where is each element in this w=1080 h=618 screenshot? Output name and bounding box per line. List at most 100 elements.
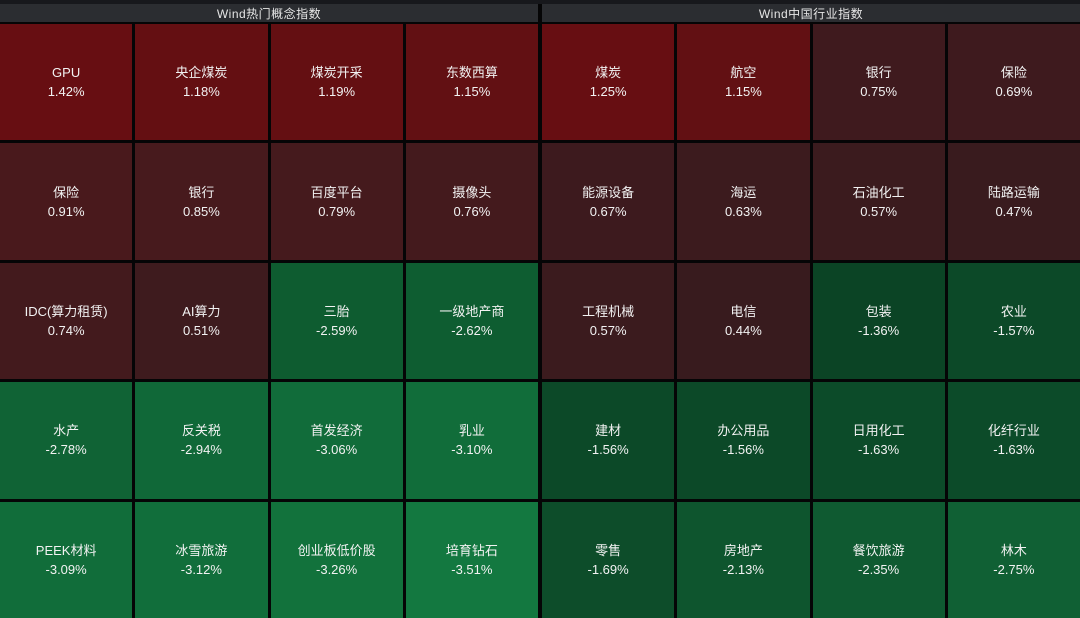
heatmap-cell[interactable]: 百度平台 0.79% xyxy=(270,143,403,260)
index-name: 首发经济 xyxy=(310,423,363,439)
heatmap-cell[interactable]: 保险 0.91% xyxy=(0,143,133,260)
heatmap-cell[interactable]: 央企煤炭 1.18% xyxy=(135,24,268,141)
heatmap-cell[interactable]: 摄像头 0.76% xyxy=(405,143,538,260)
index-name: 零售 xyxy=(595,542,622,558)
heatmap-cell[interactable]: 水产 -2.78% xyxy=(0,382,133,499)
index-change: -1.63% xyxy=(993,442,1035,458)
index-change: 1.19% xyxy=(318,84,356,100)
index-change: -1.56% xyxy=(587,442,629,458)
heatmap-cell[interactable]: 银行 0.85% xyxy=(135,143,268,260)
index-change: -3.09% xyxy=(45,561,87,577)
heatmap-cell[interactable]: 日用化工 -1.63% xyxy=(812,382,945,499)
heatmap-cell[interactable]: 石油化工 0.57% xyxy=(812,143,945,260)
heatmap-cell[interactable]: PEEK材料 -3.09% xyxy=(0,501,133,618)
section-grid-hot-concept: GPU 1.42% 央企煤炭 1.18% 煤炭开采 1.19% 东数西算 1.15% 保险 0.9… xyxy=(0,24,538,618)
heatmap-cell[interactable]: 包装 -1.36% xyxy=(812,262,945,380)
heatmap-cell[interactable]: 银行 0.75% xyxy=(812,24,945,141)
index-change: -2.59% xyxy=(316,322,358,338)
index-change: -2.13% xyxy=(722,561,764,577)
index-change: -3.12% xyxy=(180,561,222,577)
index-name: 能源设备 xyxy=(582,184,635,200)
heatmap-cell[interactable]: 反关税 -2.94% xyxy=(135,382,268,499)
index-name: 银行 xyxy=(188,184,215,200)
heatmap-cell[interactable]: 建材 -1.56% xyxy=(542,382,675,499)
index-name: 保险 xyxy=(53,184,80,200)
index-change: 0.63% xyxy=(724,203,762,219)
heatmap-cell[interactable]: 培育钻石 -3.51% xyxy=(405,501,538,618)
index-name: 培育钻石 xyxy=(445,542,498,558)
index-name: 林木 xyxy=(1000,542,1027,558)
index-change: -2.94% xyxy=(180,442,222,458)
heatmap-cell[interactable]: AI算力 0.51% xyxy=(135,262,268,380)
index-change: -3.26% xyxy=(316,561,358,577)
heatmap-cell[interactable]: 保险 0.69% xyxy=(947,24,1080,141)
index-name: IDC(算力租赁) xyxy=(24,303,108,319)
heatmap-cell[interactable]: 一级地产商 -2.62% xyxy=(405,262,538,380)
index-change: -1.56% xyxy=(722,442,764,458)
index-change: 0.51% xyxy=(182,322,220,338)
index-name: 办公用品 xyxy=(717,423,770,439)
index-name: 陆路运输 xyxy=(987,184,1040,200)
heatmap-cell[interactable]: 首发经济 -3.06% xyxy=(270,382,403,499)
heatmap-cell[interactable]: GPU 1.42% xyxy=(0,24,133,141)
heatmap-cell[interactable]: 电信 0.44% xyxy=(677,262,810,380)
index-name: 石油化工 xyxy=(852,184,905,200)
index-change: 1.15% xyxy=(724,84,762,100)
heatmap: GPU 1.42% 央企煤炭 1.18% 煤炭开采 1.19% 东数西算 1.15% 保险 0.9… xyxy=(0,24,1080,618)
heatmap-cell[interactable]: 乳业 -3.10% xyxy=(405,382,538,499)
index-change: 0.47% xyxy=(995,203,1033,219)
heatmap-cell[interactable]: 零售 -1.69% xyxy=(542,501,675,618)
index-name: 农业 xyxy=(1000,303,1027,319)
heatmap-cell[interactable]: 陆路运输 0.47% xyxy=(947,143,1080,260)
heatmap-cell[interactable]: 冰雪旅游 -3.12% xyxy=(135,501,268,618)
index-change: -2.35% xyxy=(858,561,900,577)
index-change: -1.69% xyxy=(587,561,629,577)
index-name: 餐饮旅游 xyxy=(852,542,905,558)
heatmap-cell[interactable]: 海运 0.63% xyxy=(677,143,810,260)
index-name: 工程机械 xyxy=(582,303,635,319)
heatmap-cell[interactable]: 三胎 -2.59% xyxy=(270,262,403,380)
section-title-hot-concept-indexes: Wind热门概念指数 xyxy=(0,4,538,22)
index-change: 0.75% xyxy=(860,84,898,100)
index-change: 0.76% xyxy=(453,203,491,219)
heatmap-cell[interactable]: 东数西算 1.15% xyxy=(405,24,538,141)
heatmap-cell[interactable]: 煤炭 1.25% xyxy=(542,24,675,141)
index-name: 创业板低价股 xyxy=(297,542,376,558)
index-change: -3.06% xyxy=(316,442,358,458)
heatmap-cell[interactable]: 工程机械 0.57% xyxy=(542,262,675,380)
index-change: 0.57% xyxy=(589,322,627,338)
index-name: 煤炭开采 xyxy=(310,65,363,81)
heatmap-cell[interactable]: 餐饮旅游 -2.35% xyxy=(812,501,945,618)
heatmap-cell[interactable]: 航空 1.15% xyxy=(677,24,810,141)
index-name: 建材 xyxy=(595,423,622,439)
heatmap-cell[interactable]: 煤炭开采 1.19% xyxy=(270,24,403,141)
index-name: 化纤行业 xyxy=(987,423,1040,439)
index-name: 电信 xyxy=(730,303,757,319)
index-name: 保险 xyxy=(1000,65,1027,81)
heatmap-cell[interactable]: IDC(算力租赁) 0.74% xyxy=(0,262,133,380)
index-change: -1.63% xyxy=(858,442,900,458)
index-name: 冰雪旅游 xyxy=(175,542,228,558)
index-change: 0.79% xyxy=(318,203,356,219)
index-change: 1.25% xyxy=(589,84,627,100)
heatmap-cell[interactable]: 房地产 -2.13% xyxy=(677,501,810,618)
index-name: 东数西算 xyxy=(445,65,498,81)
index-change: 0.69% xyxy=(995,84,1033,100)
heatmap-cell[interactable]: 能源设备 0.67% xyxy=(542,143,675,260)
index-change: -2.78% xyxy=(45,442,87,458)
index-name: 包装 xyxy=(865,303,892,319)
section-grid-china-industry: 煤炭 1.25% 航空 1.15% 银行 0.75% 保险 0.69% 能源设备 0.67% 海运 0… xyxy=(542,24,1080,618)
heatmap-cell[interactable]: 农业 -1.57% xyxy=(947,262,1080,380)
index-change: -1.36% xyxy=(858,322,900,338)
index-change: -3.10% xyxy=(451,442,493,458)
index-name: GPU xyxy=(52,65,81,81)
index-change: 1.15% xyxy=(453,84,491,100)
heatmap-cell[interactable]: 办公用品 -1.56% xyxy=(677,382,810,499)
index-change: 1.42% xyxy=(47,84,85,100)
heatmap-cell[interactable]: 林木 -2.75% xyxy=(947,501,1080,618)
index-change: -2.62% xyxy=(451,322,493,338)
heatmap-cell[interactable]: 化纤行业 -1.63% xyxy=(947,382,1080,499)
heatmap-cell[interactable]: 创业板低价股 -3.26% xyxy=(270,501,403,618)
index-change: 0.85% xyxy=(182,203,220,219)
index-name: 航空 xyxy=(730,65,757,81)
